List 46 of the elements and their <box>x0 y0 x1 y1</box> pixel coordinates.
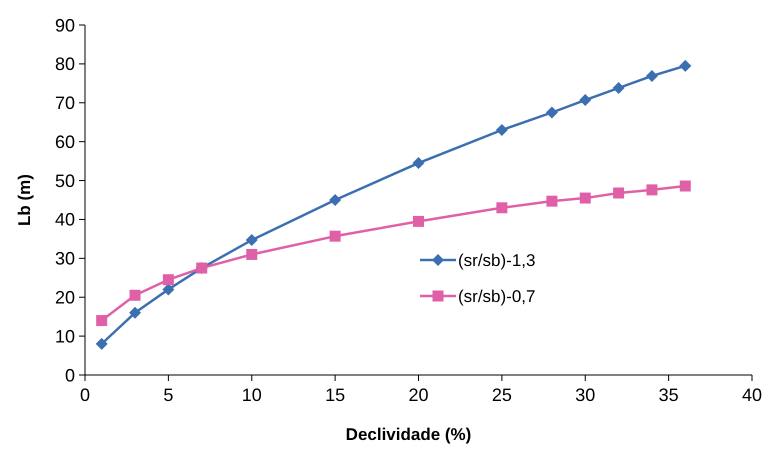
point <box>646 70 658 82</box>
point <box>130 290 141 301</box>
y-tick-label: 0 <box>64 365 75 386</box>
x-tick-label: 10 <box>242 385 262 405</box>
x-tick-label: 5 <box>163 385 174 405</box>
point <box>679 60 692 72</box>
legend-label: (sr/sb)-1,3 <box>458 250 536 270</box>
point <box>496 202 508 214</box>
legend-label: (sr/sb)-0,7 <box>458 286 536 306</box>
y-tick-label: 40 <box>54 210 75 230</box>
point <box>496 124 508 136</box>
point <box>246 234 258 246</box>
point <box>162 274 174 286</box>
x-tick-label: 0 <box>80 385 90 405</box>
point <box>96 315 108 326</box>
y-tick-label: 70 <box>54 93 75 114</box>
point <box>129 306 142 319</box>
point <box>612 82 625 94</box>
point <box>246 248 258 260</box>
y-axis-title: Lb (m) <box>15 174 34 226</box>
x-tick-label: 40 <box>742 385 762 405</box>
point <box>330 230 341 242</box>
x-axis-title: Declividade (%) <box>346 425 472 444</box>
point <box>580 192 591 204</box>
x-tick-label: 20 <box>408 385 429 405</box>
y-tick-label: 90 <box>54 15 75 36</box>
x-tick-label: 25 <box>492 385 512 405</box>
point <box>613 188 624 198</box>
y-tick-label: 60 <box>54 132 75 152</box>
y-tick-label: 80 <box>54 54 75 74</box>
point <box>646 184 658 196</box>
x-tick-label: 30 <box>575 385 596 405</box>
y-tick-label: 30 <box>54 248 75 269</box>
x-tick-label: 15 <box>325 385 346 405</box>
point <box>680 180 691 192</box>
point <box>579 94 592 106</box>
x-tick-label: 35 <box>658 385 679 405</box>
point <box>96 338 108 350</box>
point <box>329 194 342 206</box>
point <box>546 106 558 118</box>
point <box>546 196 558 207</box>
y-tick-label: 50 <box>54 170 75 191</box>
y-tick-label: 20 <box>54 288 75 308</box>
point <box>412 157 424 170</box>
point <box>413 216 424 227</box>
y-tick-label: 10 <box>54 326 75 346</box>
